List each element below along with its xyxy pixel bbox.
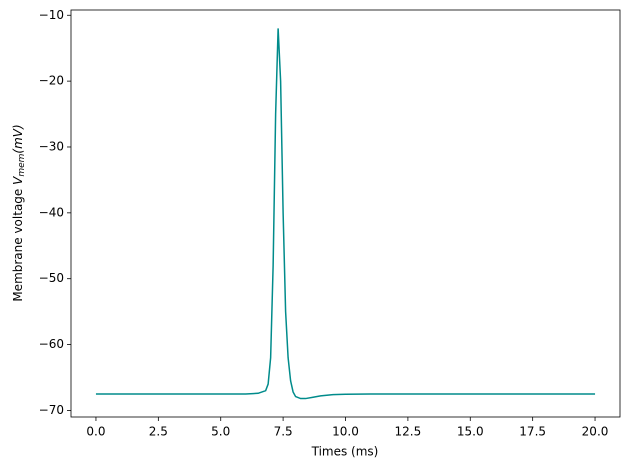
y-tick-label: −40 [39,205,64,219]
x-tick-label: 2.5 [149,425,168,439]
y-axis-label: Membrane voltage Vmem(mV) [11,124,27,301]
x-axis-label: Times (ms) [311,445,379,459]
x-tick-label: 12.5 [395,425,422,439]
y-tick-label: −30 [39,139,64,153]
axes-frame [70,9,621,418]
y-tick-label: −10 [39,8,64,22]
x-tick-label: 17.5 [519,425,546,439]
line-series [95,28,596,400]
x-tick-label: 15.0 [457,425,484,439]
y-tick-label: −20 [39,74,64,88]
y-tick-label: −50 [39,271,64,285]
y-tick-label: −60 [39,337,64,351]
x-tick-label: 10.0 [332,425,359,439]
x-tick-label: 0.0 [86,425,105,439]
x-tick-label: 7.5 [274,425,293,439]
y-tick-label: −70 [39,403,64,417]
x-tick-label: 5.0 [211,425,230,439]
x-tick-label: 20.0 [582,425,609,439]
